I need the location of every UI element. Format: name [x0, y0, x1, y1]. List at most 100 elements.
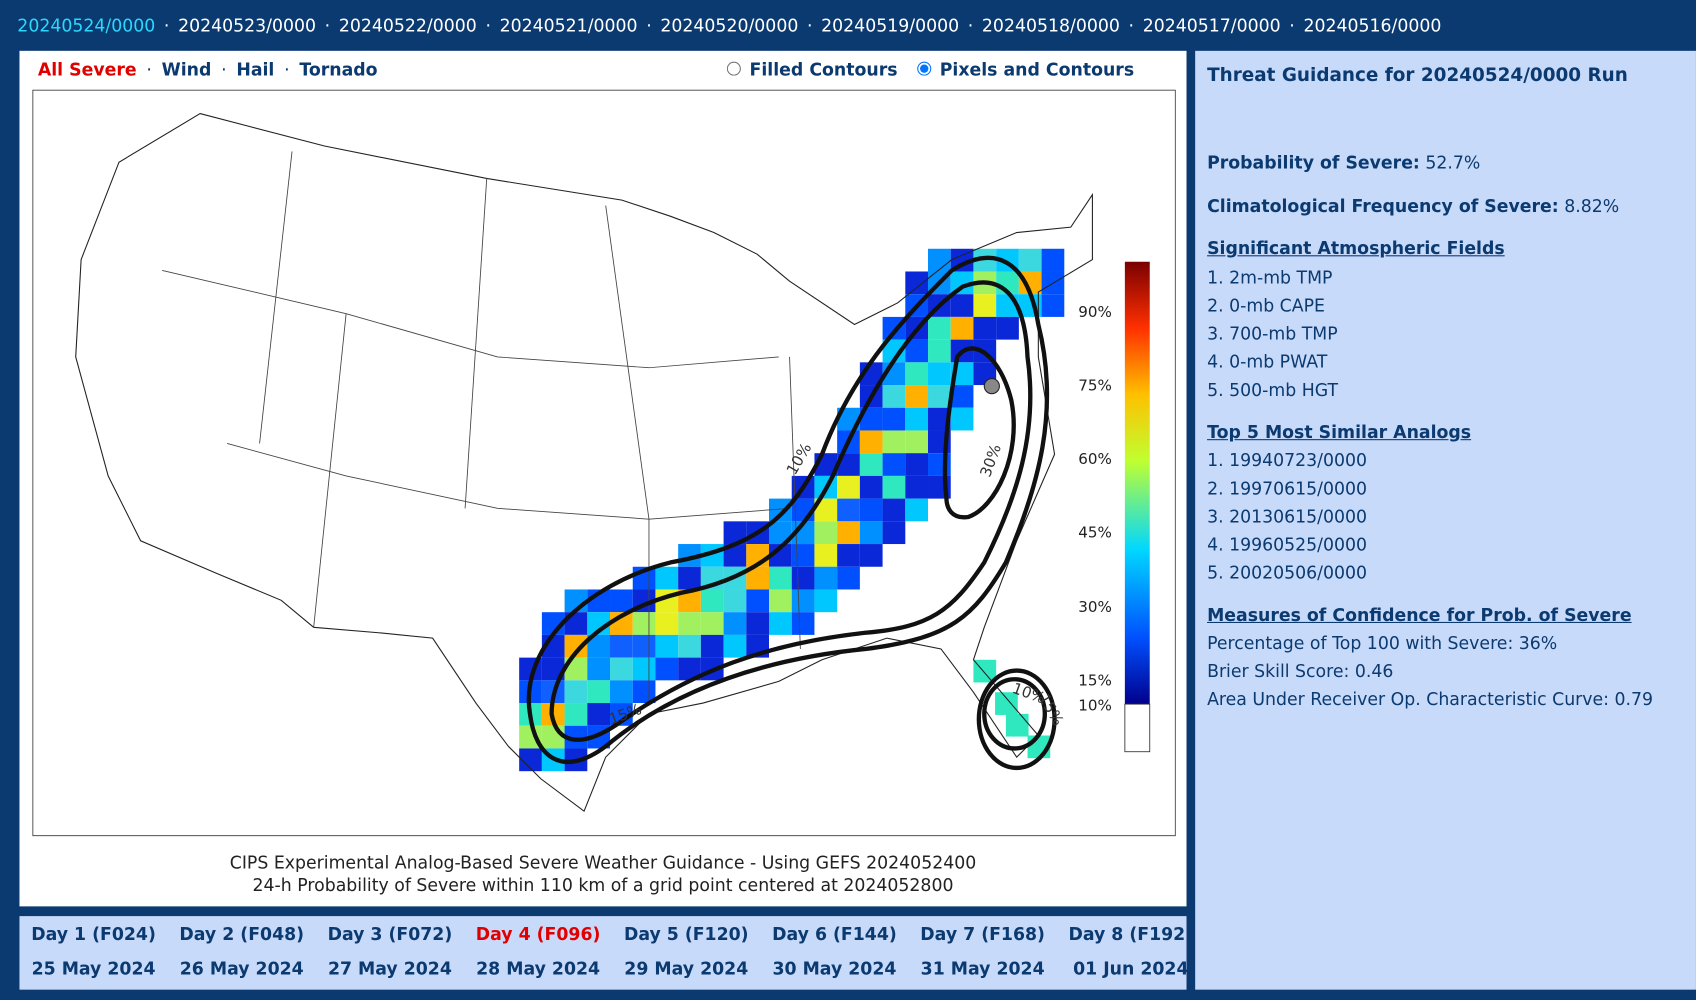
pixels [519, 248, 1065, 772]
pixel [700, 612, 724, 635]
pixel [928, 385, 951, 408]
pixel [950, 316, 974, 340]
pixel [587, 657, 611, 681]
day-label[interactable]: Day 8 (F192) [1068, 923, 1194, 945]
day-label[interactable]: Day 2 (F048) [179, 923, 305, 945]
pixel [723, 544, 747, 567]
pixel [723, 521, 747, 545]
pixel [791, 566, 815, 590]
separator: · [967, 15, 974, 36]
radio[interactable] [726, 61, 741, 76]
pixel [564, 634, 588, 658]
separator: · [163, 15, 170, 36]
day-label[interactable]: Day 3 (F072) [327, 923, 453, 945]
field: 3. 700-mb TMP [1207, 323, 1338, 344]
day-label[interactable]: Day 7 (F168) [920, 923, 1045, 945]
day-date: 01 Jun 2024 [1073, 958, 1189, 979]
pixel [882, 498, 906, 522]
pixel [587, 680, 611, 704]
separator: · [284, 59, 290, 81]
pixel [973, 248, 997, 272]
pixel [678, 612, 701, 635]
pixel [791, 544, 815, 567]
option[interactable]: Pixels and Contours [917, 59, 1134, 80]
pixel [882, 430, 906, 454]
pixel [859, 407, 883, 431]
tab[interactable]: Wind [161, 59, 212, 81]
pixel [973, 294, 997, 317]
tab[interactable]: All Severe [37, 59, 137, 81]
us-outline [75, 112, 1093, 813]
pixel [928, 248, 951, 272]
tab[interactable]: Tornado [299, 59, 378, 81]
pixel [859, 475, 883, 499]
radio[interactable] [917, 61, 932, 76]
pixel [587, 703, 611, 726]
confidence-item: Area Under Receiver Op. Characteristic C… [1207, 688, 1654, 710]
pixel [632, 657, 656, 681]
display-options: Filled Contours Pixels and Contours [707, 59, 1134, 80]
day-label[interactable]: Day 5 (F120) [623, 923, 749, 945]
pixel [655, 657, 679, 681]
pixel [723, 634, 747, 658]
pixel [837, 521, 860, 545]
day-label[interactable]: Day 1 (F024) [31, 923, 156, 945]
pixel [905, 475, 929, 499]
analogs-heading: Top 5 Most Similar Analogs [1207, 421, 1472, 443]
tab[interactable]: Hail [236, 59, 275, 81]
pixel [837, 453, 860, 476]
pixel [655, 566, 679, 590]
caption: CIPS Experimental Analog-Based Severe We… [19, 851, 1186, 896]
pixel [905, 271, 929, 295]
pixel [859, 521, 883, 545]
pixel [950, 294, 974, 317]
day-tabs: Day 1 (F024) 25 May 2024 Day 2 (F048) 26 Ma… [19, 916, 1193, 990]
day-date: 29 May 2024 [624, 958, 749, 979]
pixel [632, 680, 656, 704]
day-label[interactable]: Day 4 (F096) [475, 923, 601, 945]
pixel [928, 339, 951, 363]
separator: · [324, 15, 331, 36]
pixel [746, 566, 770, 590]
pixel [859, 544, 883, 567]
run-link[interactable]: 20240520/0000 [660, 15, 799, 36]
separator: · [1289, 15, 1295, 36]
colorbar-label: 75% [1078, 376, 1112, 394]
analog: 4. 19960525/0000 [1207, 534, 1368, 555]
run-link[interactable]: 20240523/0000 [178, 15, 317, 36]
option[interactable]: Filled Contours [726, 59, 898, 80]
pixel [928, 316, 951, 340]
tabs: All Severe · Wind · Hail · Tornado [38, 59, 378, 80]
pixel [1041, 248, 1065, 272]
contour-labels: 30%15%10%15%10% [606, 440, 1067, 729]
pixel [791, 612, 815, 635]
pixel [723, 589, 747, 613]
pixel [655, 634, 679, 658]
pixel [746, 612, 770, 635]
panel-title: Threat Guidance for 20240524/0000 Run [1207, 64, 1628, 87]
run-link[interactable]: 20240524/0000 [17, 15, 156, 36]
pixel [837, 475, 860, 499]
colorbar-label: 30% [1078, 598, 1112, 616]
separator: · [485, 15, 491, 36]
pixel [769, 589, 792, 613]
probability: Probability of Severe: 52.7% [1207, 153, 1480, 174]
separator: · [806, 15, 813, 36]
run-link[interactable]: 20240522/0000 [338, 15, 477, 36]
pixel [678, 657, 701, 681]
pixel [928, 362, 951, 386]
pixel [610, 589, 633, 613]
day-label[interactable]: Day 6 (F144) [772, 923, 897, 945]
pixel [882, 475, 906, 499]
pixel [973, 659, 997, 683]
run-link[interactable]: 20240517/0000 [1142, 15, 1281, 36]
separator: · [646, 15, 652, 36]
run-link[interactable]: 20240518/0000 [981, 15, 1120, 36]
day-date: 26 May 2024 [179, 958, 304, 979]
run-link[interactable]: 20240516/0000 [1303, 15, 1442, 36]
day-date: 27 May 2024 [327, 958, 452, 979]
value: 52.7% [1425, 152, 1481, 174]
run-link[interactable]: 20240521/0000 [499, 15, 638, 36]
run-link[interactable]: 20240519/0000 [821, 15, 960, 36]
